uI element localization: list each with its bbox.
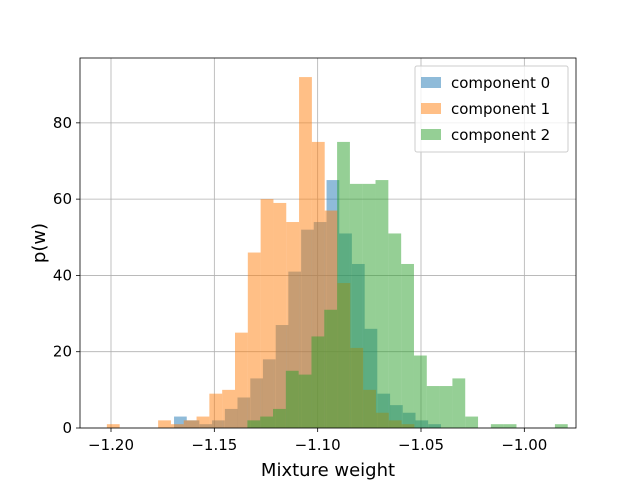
histogram-bar [299,77,312,428]
x-axis-label: Mixture weight [261,460,395,480]
legend: component 0 component 1 component 2 [414,65,569,153]
series-2-bars [247,141,568,428]
x-tick-label: −1.05 [398,436,444,454]
histogram-bar [439,386,453,428]
x-tick-label: −1.00 [501,436,547,454]
histogram-bar [465,416,479,428]
histogram-bar [170,424,184,428]
histogram-bar [337,141,350,428]
x-tick-label: −1.10 [295,436,341,454]
histogram-bar [260,199,274,428]
histogram-bar [273,408,286,428]
histogram-bar [273,202,287,428]
legend-box [414,65,569,153]
legend-swatch [421,129,441,140]
histogram-bar [285,370,299,428]
histogram-bar [503,424,517,428]
legend-entry-label: component 1 [451,100,550,118]
legend-swatch [421,103,441,114]
histogram-bar [388,233,402,428]
y-tick-label: 80 [53,114,72,132]
histogram-bar [260,416,274,428]
histogram-bar [362,183,376,428]
histogram-bar [183,420,197,428]
histogram-bar [106,424,120,428]
histogram-bar [247,252,261,428]
x-tick-label: −1.20 [88,436,134,454]
histogram-bar [554,424,568,428]
histogram-bar [311,336,325,428]
y-axis-label: p(w) [29,223,50,263]
axis-ticks: −1.20 −1.15 −1.10 −1.05 −1.00 0 20 40 60 80 [53,114,547,454]
histogram-bar [196,416,210,428]
histogram-bar [247,420,261,428]
histogram-bar [209,393,223,428]
histogram-bar [298,374,312,428]
histogram-bar [413,355,427,428]
y-tick-label: 60 [53,190,72,208]
y-tick-label: 0 [62,419,72,437]
y-tick-label: 40 [53,266,72,284]
histogram-bar [401,263,414,428]
legend-entry-label: component 0 [451,74,550,92]
histogram-bar [375,180,389,428]
histogram-bar [349,183,363,428]
histogram-bar [452,378,466,428]
histogram-bar [174,416,187,428]
histogram-bar [490,424,504,428]
x-tick-label: −1.15 [191,436,237,454]
legend-swatch [421,77,441,88]
histogram-bar [426,386,440,428]
legend-entry-label: component 2 [451,126,550,144]
bars [106,77,568,428]
histogram-bar [222,389,235,428]
plot-frame [79,57,577,429]
histogram-bar [324,309,338,428]
histogram-bar [235,332,248,428]
histogram-bar [158,420,171,428]
y-tick-label: 20 [53,343,72,361]
